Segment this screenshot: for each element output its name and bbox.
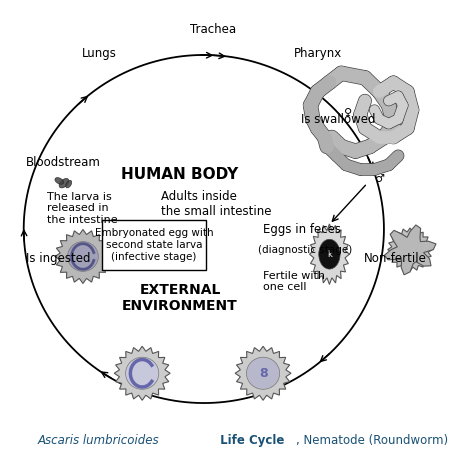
Polygon shape	[388, 228, 432, 271]
Polygon shape	[310, 224, 349, 284]
Text: Lungs: Lungs	[82, 47, 117, 60]
Text: Non-fertile: Non-fertile	[365, 252, 427, 265]
Text: Eggs in feces: Eggs in feces	[263, 223, 341, 235]
Text: Embryonated egg with
second state larva
(infective stage): Embryonated egg with second state larva …	[95, 229, 213, 262]
Text: , Nematode (Roundworm): , Nematode (Roundworm)	[296, 434, 448, 447]
FancyBboxPatch shape	[102, 220, 206, 270]
Text: EXTERNAL
ENVIRONMENT: EXTERNAL ENVIRONMENT	[122, 283, 238, 313]
Ellipse shape	[59, 179, 69, 188]
Text: Bloodstream: Bloodstream	[26, 156, 101, 169]
Text: Fertile with
one cell: Fertile with one cell	[263, 271, 325, 293]
Text: Adults inside
the small intestine: Adults inside the small intestine	[161, 190, 272, 218]
Polygon shape	[55, 229, 111, 284]
Text: Is swallowed: Is swallowed	[301, 113, 375, 125]
Ellipse shape	[55, 178, 64, 184]
Text: The larva is
released in
the intestine: The larva is released in the intestine	[47, 192, 118, 225]
Text: Trachea: Trachea	[190, 23, 236, 36]
Text: Pharynx: Pharynx	[294, 47, 342, 60]
Ellipse shape	[66, 180, 72, 188]
Text: (diagnostic stage): (diagnostic stage)	[258, 245, 353, 255]
Circle shape	[246, 357, 280, 389]
Text: ♂: ♂	[374, 174, 384, 184]
Text: Ascaris lumbricoides: Ascaris lumbricoides	[38, 434, 160, 447]
Text: Life Cycle: Life Cycle	[216, 434, 284, 447]
Text: Is ingested: Is ingested	[26, 252, 91, 265]
Text: HUMAN BODY: HUMAN BODY	[121, 167, 239, 181]
Ellipse shape	[319, 239, 340, 269]
Text: ♀: ♀	[344, 107, 353, 117]
Circle shape	[67, 242, 99, 271]
Text: k: k	[327, 250, 332, 259]
Polygon shape	[114, 346, 170, 400]
Polygon shape	[235, 346, 291, 400]
Text: 8: 8	[259, 367, 267, 380]
Polygon shape	[384, 225, 436, 275]
Circle shape	[126, 357, 159, 389]
